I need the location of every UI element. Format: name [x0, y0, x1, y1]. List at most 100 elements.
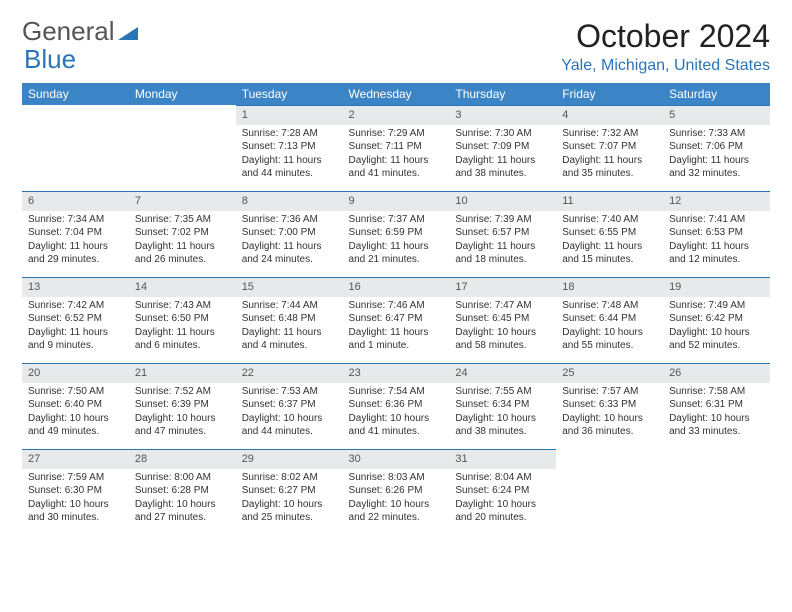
daylight-text: Daylight: 10 hours — [669, 326, 764, 340]
day-header: Monday — [129, 83, 236, 105]
day-number: 13 — [22, 277, 129, 297]
daylight-text: and 47 minutes. — [135, 425, 230, 439]
day-header: Saturday — [663, 83, 770, 105]
calendar-day-cell: 18Sunrise: 7:48 AMSunset: 6:44 PMDayligh… — [556, 277, 663, 363]
daylight-text: and 6 minutes. — [135, 339, 230, 353]
daylight-text: Daylight: 11 hours — [669, 240, 764, 254]
sunrise-text: Sunrise: 7:53 AM — [242, 385, 337, 399]
daylight-text: and 21 minutes. — [349, 253, 444, 267]
daylight-text: Daylight: 11 hours — [562, 240, 657, 254]
calendar-day-cell: 28Sunrise: 8:00 AMSunset: 6:28 PMDayligh… — [129, 449, 236, 535]
calendar-week-row: 6Sunrise: 7:34 AMSunset: 7:04 PMDaylight… — [22, 191, 770, 277]
calendar-empty-cell — [556, 449, 663, 535]
day-body: Sunrise: 7:43 AMSunset: 6:50 PMDaylight:… — [129, 297, 236, 357]
sunrise-text: Sunrise: 7:29 AM — [349, 127, 444, 141]
day-body: Sunrise: 7:37 AMSunset: 6:59 PMDaylight:… — [343, 211, 450, 271]
sunset-text: Sunset: 6:30 PM — [28, 484, 123, 498]
sunset-text: Sunset: 6:44 PM — [562, 312, 657, 326]
sunset-text: Sunset: 6:36 PM — [349, 398, 444, 412]
day-number: 12 — [663, 191, 770, 211]
daylight-text: Daylight: 11 hours — [28, 240, 123, 254]
daylight-text: Daylight: 11 hours — [455, 154, 550, 168]
daylight-text: Daylight: 11 hours — [562, 154, 657, 168]
sunrise-text: Sunrise: 7:47 AM — [455, 299, 550, 313]
daylight-text: Daylight: 11 hours — [242, 240, 337, 254]
day-body: Sunrise: 7:34 AMSunset: 7:04 PMDaylight:… — [22, 211, 129, 271]
sunset-text: Sunset: 6:31 PM — [669, 398, 764, 412]
sunset-text: Sunset: 7:09 PM — [455, 140, 550, 154]
day-body: Sunrise: 8:02 AMSunset: 6:27 PMDaylight:… — [236, 469, 343, 529]
day-body: Sunrise: 8:00 AMSunset: 6:28 PMDaylight:… — [129, 469, 236, 529]
daylight-text: and 4 minutes. — [242, 339, 337, 353]
daylight-text: and 20 minutes. — [455, 511, 550, 525]
sunset-text: Sunset: 7:07 PM — [562, 140, 657, 154]
sunrise-text: Sunrise: 7:41 AM — [669, 213, 764, 227]
daylight-text: and 9 minutes. — [28, 339, 123, 353]
day-header: Thursday — [449, 83, 556, 105]
day-body: Sunrise: 7:48 AMSunset: 6:44 PMDaylight:… — [556, 297, 663, 357]
calendar-week-row: 1Sunrise: 7:28 AMSunset: 7:13 PMDaylight… — [22, 105, 770, 191]
calendar-day-cell: 30Sunrise: 8:03 AMSunset: 6:26 PMDayligh… — [343, 449, 450, 535]
daylight-text: Daylight: 10 hours — [562, 412, 657, 426]
daylight-text: Daylight: 10 hours — [242, 498, 337, 512]
day-body: Sunrise: 7:50 AMSunset: 6:40 PMDaylight:… — [22, 383, 129, 443]
daylight-text: and 55 minutes. — [562, 339, 657, 353]
logo-text-blue: Blue — [24, 44, 76, 75]
sunset-text: Sunset: 6:45 PM — [455, 312, 550, 326]
page-header: General October 2024 Yale, Michigan, Uni… — [22, 18, 770, 75]
calendar-day-cell: 29Sunrise: 8:02 AMSunset: 6:27 PMDayligh… — [236, 449, 343, 535]
sunrise-text: Sunrise: 7:40 AM — [562, 213, 657, 227]
calendar-day-cell: 17Sunrise: 7:47 AMSunset: 6:45 PMDayligh… — [449, 277, 556, 363]
sunset-text: Sunset: 6:47 PM — [349, 312, 444, 326]
calendar-day-cell: 14Sunrise: 7:43 AMSunset: 6:50 PMDayligh… — [129, 277, 236, 363]
daylight-text: Daylight: 10 hours — [455, 412, 550, 426]
daylight-text: Daylight: 11 hours — [242, 326, 337, 340]
calendar-day-cell: 2Sunrise: 7:29 AMSunset: 7:11 PMDaylight… — [343, 105, 450, 191]
daylight-text: Daylight: 11 hours — [28, 326, 123, 340]
sunrise-text: Sunrise: 7:59 AM — [28, 471, 123, 485]
daylight-text: and 49 minutes. — [28, 425, 123, 439]
calendar-day-cell: 13Sunrise: 7:42 AMSunset: 6:52 PMDayligh… — [22, 277, 129, 363]
sunrise-text: Sunrise: 7:39 AM — [455, 213, 550, 227]
sunset-text: Sunset: 6:24 PM — [455, 484, 550, 498]
day-number: 11 — [556, 191, 663, 211]
calendar-day-cell: 22Sunrise: 7:53 AMSunset: 6:37 PMDayligh… — [236, 363, 343, 449]
logo: General — [22, 18, 138, 44]
day-body: Sunrise: 7:35 AMSunset: 7:02 PMDaylight:… — [129, 211, 236, 271]
day-number: 5 — [663, 105, 770, 125]
day-body: Sunrise: 7:39 AMSunset: 6:57 PMDaylight:… — [449, 211, 556, 271]
sunset-text: Sunset: 7:06 PM — [669, 140, 764, 154]
sunrise-text: Sunrise: 7:48 AM — [562, 299, 657, 313]
daylight-text: and 52 minutes. — [669, 339, 764, 353]
day-body: Sunrise: 7:55 AMSunset: 6:34 PMDaylight:… — [449, 383, 556, 443]
day-header: Tuesday — [236, 83, 343, 105]
sunrise-text: Sunrise: 7:37 AM — [349, 213, 444, 227]
calendar-day-cell: 15Sunrise: 7:44 AMSunset: 6:48 PMDayligh… — [236, 277, 343, 363]
day-number: 3 — [449, 105, 556, 125]
day-body: Sunrise: 7:49 AMSunset: 6:42 PMDaylight:… — [663, 297, 770, 357]
sunset-text: Sunset: 6:57 PM — [455, 226, 550, 240]
day-body: Sunrise: 7:57 AMSunset: 6:33 PMDaylight:… — [556, 383, 663, 443]
daylight-text: and 24 minutes. — [242, 253, 337, 267]
daylight-text: Daylight: 10 hours — [349, 498, 444, 512]
day-number: 4 — [556, 105, 663, 125]
daylight-text: Daylight: 10 hours — [28, 498, 123, 512]
day-number: 8 — [236, 191, 343, 211]
sunset-text: Sunset: 6:34 PM — [455, 398, 550, 412]
day-body: Sunrise: 7:29 AMSunset: 7:11 PMDaylight:… — [343, 125, 450, 185]
sunset-text: Sunset: 7:02 PM — [135, 226, 230, 240]
daylight-text: and 1 minute. — [349, 339, 444, 353]
logo-triangle-icon — [118, 18, 138, 44]
sunrise-text: Sunrise: 8:03 AM — [349, 471, 444, 485]
sunrise-text: Sunrise: 7:33 AM — [669, 127, 764, 141]
day-number: 28 — [129, 449, 236, 469]
day-header: Wednesday — [343, 83, 450, 105]
calendar-body: 1Sunrise: 7:28 AMSunset: 7:13 PMDaylight… — [22, 105, 770, 535]
daylight-text: and 29 minutes. — [28, 253, 123, 267]
day-body: Sunrise: 7:32 AMSunset: 7:07 PMDaylight:… — [556, 125, 663, 185]
sunrise-text: Sunrise: 7:36 AM — [242, 213, 337, 227]
daylight-text: Daylight: 11 hours — [349, 154, 444, 168]
daylight-text: Daylight: 10 hours — [455, 326, 550, 340]
day-number: 21 — [129, 363, 236, 383]
day-number: 29 — [236, 449, 343, 469]
